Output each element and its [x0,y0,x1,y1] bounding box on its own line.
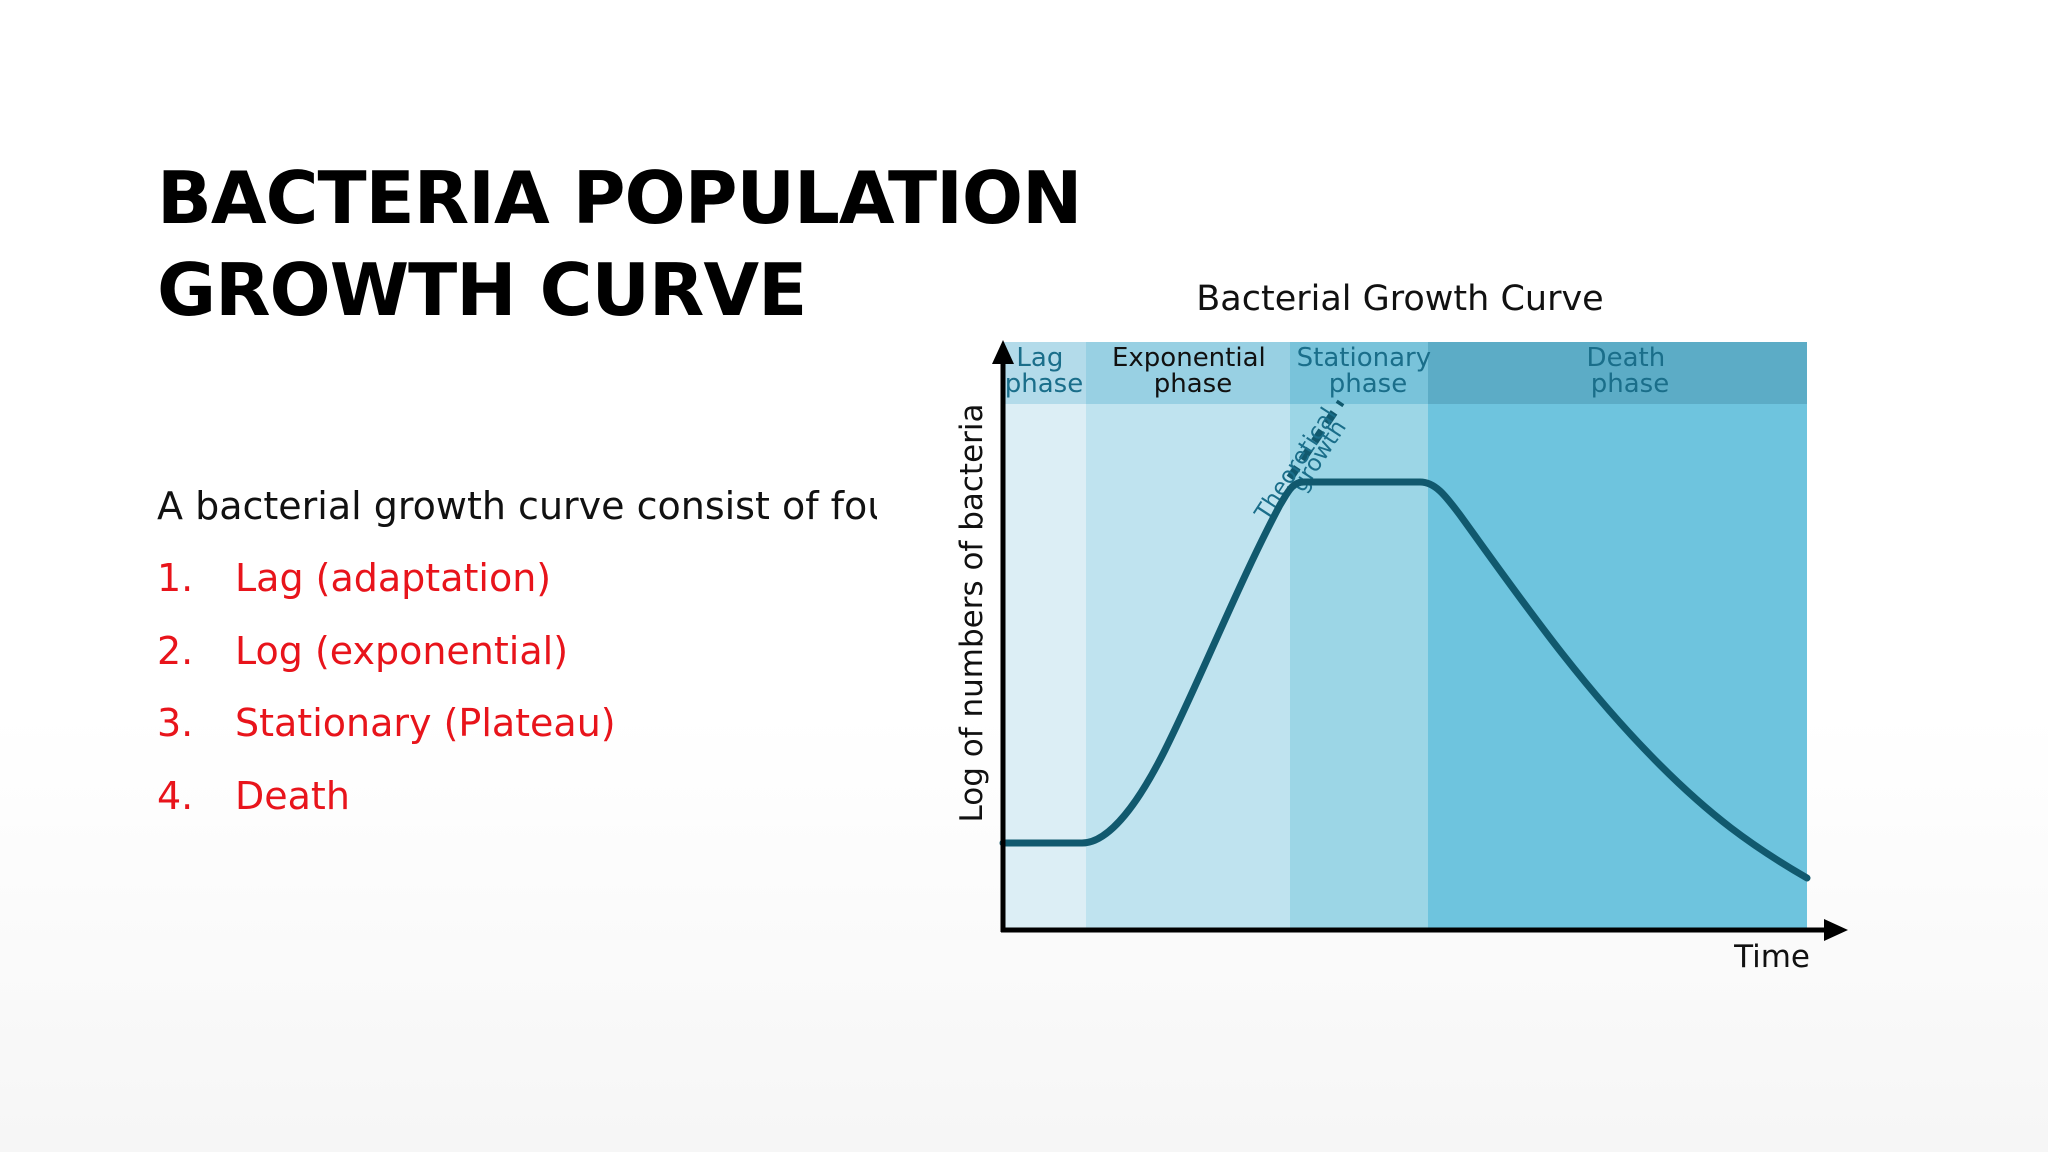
stationary-phase-label-line-1: Stationary [1297,343,1431,373]
list-item: 4. Death [157,768,616,841]
theoretical-growth-line [1286,399,1345,481]
death-phase-label: Death phase [1587,343,1674,399]
lag-phase-label: Lag phase [1005,343,1083,399]
death-phase-label-line-1: Death [1587,343,1666,373]
list-number: 4. [157,773,194,818]
stationary-phase-header [1290,342,1428,404]
death-phase-header [1428,342,1807,404]
slide-title: BACTERIA POPULATION GROWTH CURVE [157,152,1082,336]
phase-list: 1. Lag (adaptation) 2. Log (exponential) 3… [157,550,616,840]
list-item: 2. Log (exponential) [157,623,616,696]
list-number: 1. [157,556,194,600]
list-item: 3. Stationary (Plateau) [157,695,616,768]
list-item: 1. Lag (adaptation) [157,550,616,623]
diagram-title: Bacterial Growth Curve [1196,280,1603,319]
list-label: Log (exponential) [235,628,569,673]
exponential-phase-label: Exponential phase [1112,343,1274,399]
y-axis-label: Log of numbers of bacteria [954,404,990,823]
list-label: Stationary (Plateau) [235,701,616,745]
intro-text: A bacterial growth curve consist of fou [157,484,877,528]
list-label: Lag (adaptation) [235,556,552,600]
x-axis-arrowhead [1824,919,1848,941]
list-number: 2. [157,628,194,673]
exponential-phase-label-line-2: phase [1154,369,1232,399]
slide-title-line-1: BACTERIA POPULATION [157,156,1082,240]
list-number: 3. [157,701,194,745]
x-axis-label: Time [1733,939,1810,975]
exponential-phase-header [1086,342,1290,404]
growth-curve-diagram: Bacterial Growth Curve Lag phase Exponen… [954,280,1848,975]
list-label: Death [235,773,350,818]
lag-phase-header [1003,342,1086,404]
lag-phase-label-line-2: phase [1005,369,1083,399]
stationary-phase-label-line-2: phase [1329,369,1407,399]
exponential-phase-band [1086,342,1290,932]
y-axis-arrowhead [992,340,1014,364]
slide-title-line-2: GROWTH CURVE [157,248,807,332]
lag-phase-band [1003,342,1086,932]
exponential-phase-label-line-1: Exponential [1112,343,1266,373]
stationary-phase-label: Stationary phase [1297,343,1440,399]
lag-phase-label-line-1: Lag [1016,343,1063,373]
death-phase-label-line-2: phase [1591,369,1669,399]
growth-curve-line [999,478,1811,882]
